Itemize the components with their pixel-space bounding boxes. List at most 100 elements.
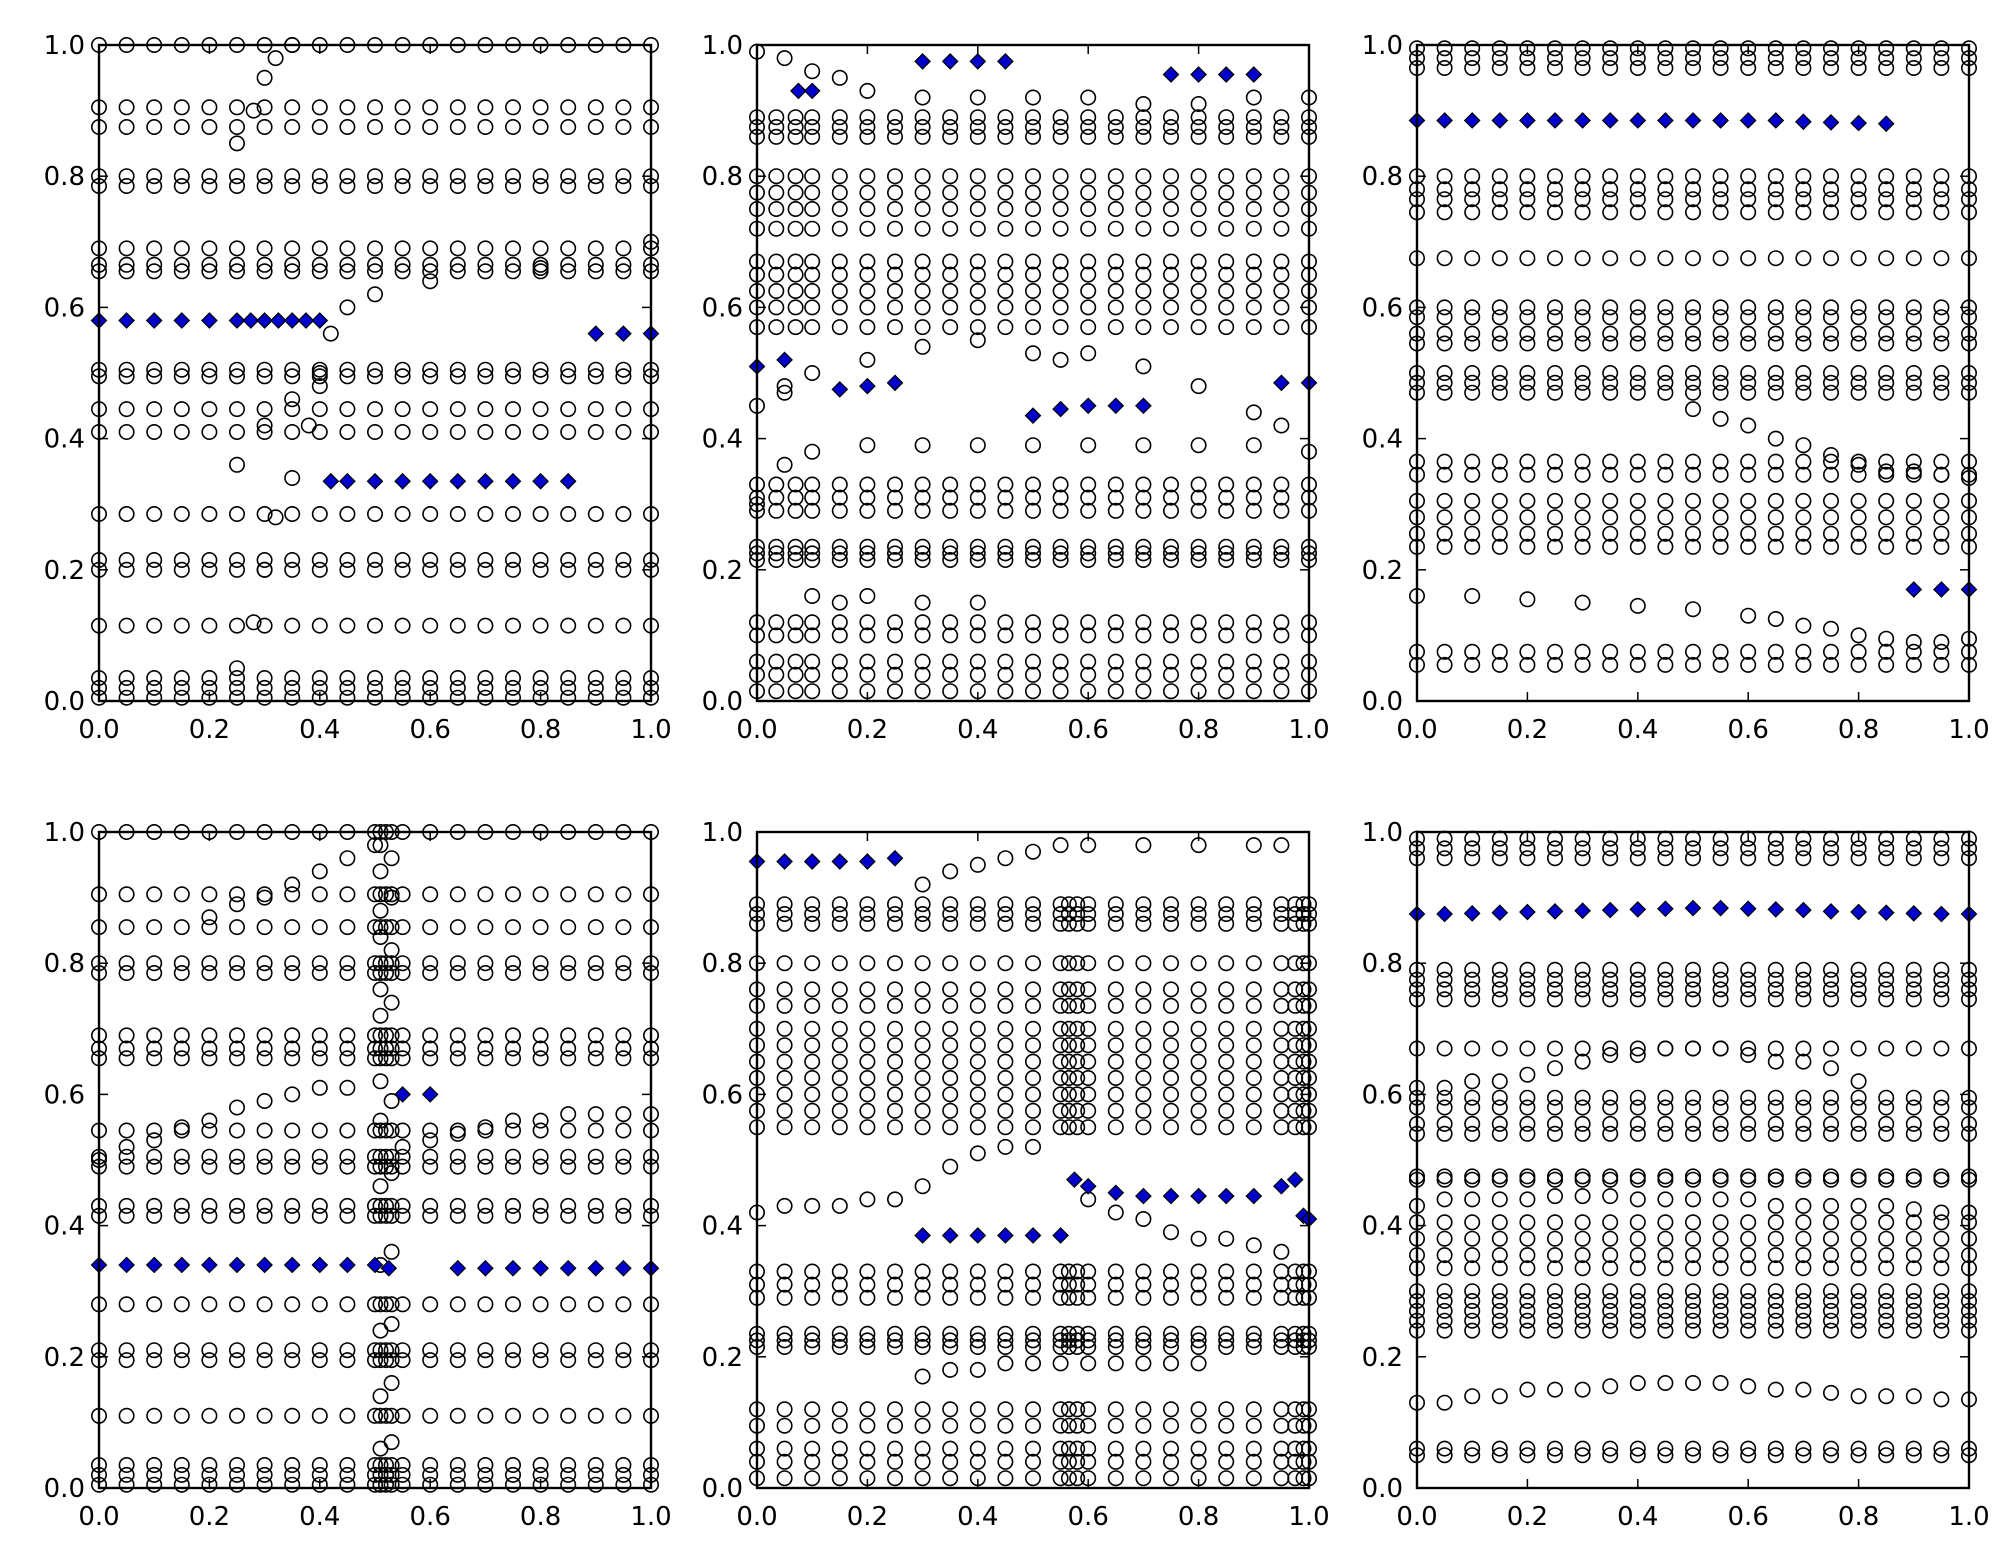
circle-point (1060, 1086, 1077, 1103)
circle-point (1850, 525, 1867, 542)
circle-point (1629, 335, 1646, 352)
circle-point-cluster-column (383, 889, 400, 906)
circle-point-drift-down (1850, 627, 1867, 644)
circle-point (1190, 997, 1207, 1014)
circle-point (1933, 850, 1950, 867)
circle-point (1190, 109, 1207, 126)
circle-point (1491, 1260, 1508, 1277)
circle-point (311, 689, 328, 706)
circle-point (394, 361, 411, 378)
circle-point (532, 1158, 549, 1175)
circle-point (146, 401, 163, 418)
scatter-marks (90, 823, 660, 1493)
circle-point (201, 919, 218, 936)
circle-point (1245, 1086, 1262, 1103)
circle-point (1740, 1115, 1757, 1132)
circle-point (173, 1466, 190, 1483)
circle-point (942, 614, 959, 631)
circle-point (776, 1470, 793, 1487)
circle-point (1629, 1168, 1646, 1185)
circle-point (1712, 971, 1729, 988)
circle-point (1905, 961, 1922, 978)
circle-point (1933, 1440, 1950, 1457)
circle-point (1850, 299, 1867, 316)
circle-point (394, 1050, 411, 1067)
circle-point (1629, 168, 1646, 185)
circle-point (1135, 683, 1152, 700)
axes-frame (1415, 43, 1971, 703)
circle-point (1519, 309, 1536, 326)
diamond-point (449, 1259, 467, 1277)
circle-point (532, 119, 549, 136)
circle-point (1795, 656, 1812, 673)
circle-point (1135, 220, 1152, 237)
circle-point (587, 168, 604, 185)
circle-point (1025, 1470, 1042, 1487)
circle-point (1547, 1214, 1564, 1231)
circle-point (1685, 299, 1702, 316)
circle-point (311, 1122, 328, 1139)
circle-point (366, 919, 383, 936)
circle-point (1629, 1322, 1646, 1339)
circle-point (804, 489, 821, 506)
circle-point (229, 1407, 246, 1424)
circle-point (1795, 1447, 1812, 1464)
circle-point-hump-low (1905, 1388, 1922, 1405)
circle-point (886, 653, 903, 670)
circle-point (1519, 325, 1536, 342)
circle-point (532, 168, 549, 185)
circle-point (1740, 1247, 1757, 1264)
circle-point (1273, 538, 1290, 555)
circle-point (118, 551, 135, 568)
circle-point (1025, 299, 1042, 316)
circle-point (311, 1040, 328, 1057)
circle-point-arch-top (914, 89, 931, 106)
circle-point-arch-high (804, 364, 821, 381)
circle-point (1135, 1453, 1152, 1470)
circle-point-drift-up (1685, 401, 1702, 418)
circle-point (1135, 184, 1152, 201)
circle-point-hump-mid (1933, 1204, 1950, 1221)
circle-point (1436, 850, 1453, 867)
circle-point (587, 1466, 604, 1483)
circle-point (1933, 59, 1950, 76)
circle-point (201, 1207, 218, 1224)
circle-point (831, 1020, 848, 1037)
circle-point (366, 561, 383, 578)
circle-point (1519, 191, 1536, 208)
circle-point (366, 263, 383, 280)
circle-point (804, 1020, 821, 1037)
circle-point (256, 964, 273, 981)
circle-point (1052, 282, 1069, 299)
diamond-point (1273, 1177, 1290, 1195)
circle-point (1273, 551, 1290, 568)
circle-point (1464, 191, 1481, 208)
circle-point (804, 1325, 821, 1342)
circle-point (1712, 840, 1729, 857)
circle-point (1080, 1325, 1097, 1342)
circle-point (831, 502, 848, 519)
circle-point (768, 476, 785, 493)
circle-point (339, 919, 356, 936)
circle-point (1602, 1168, 1619, 1185)
diamond-point (559, 472, 577, 490)
circle-point (1163, 1086, 1180, 1103)
circle-point (1245, 683, 1262, 700)
circle-point (886, 119, 903, 136)
circle-point (1905, 1283, 1922, 1300)
circle-point (1823, 1447, 1840, 1464)
circle-point (768, 184, 785, 201)
y-tick-label: 0.8 (1362, 162, 1403, 192)
circle-point (1685, 1168, 1702, 1185)
circle-point (859, 1086, 876, 1103)
circle-point (1795, 1260, 1812, 1277)
circle-point (859, 266, 876, 283)
circle-point (1767, 1260, 1784, 1277)
circle-point (1850, 466, 1867, 483)
circle-point (1052, 653, 1069, 670)
circle-point-hump-mid (1602, 1188, 1619, 1205)
y-tick-label: 0.4 (1362, 1212, 1403, 1242)
circle-point (1878, 59, 1895, 76)
circle-point (1905, 971, 1922, 988)
circle-point (1574, 59, 1591, 76)
